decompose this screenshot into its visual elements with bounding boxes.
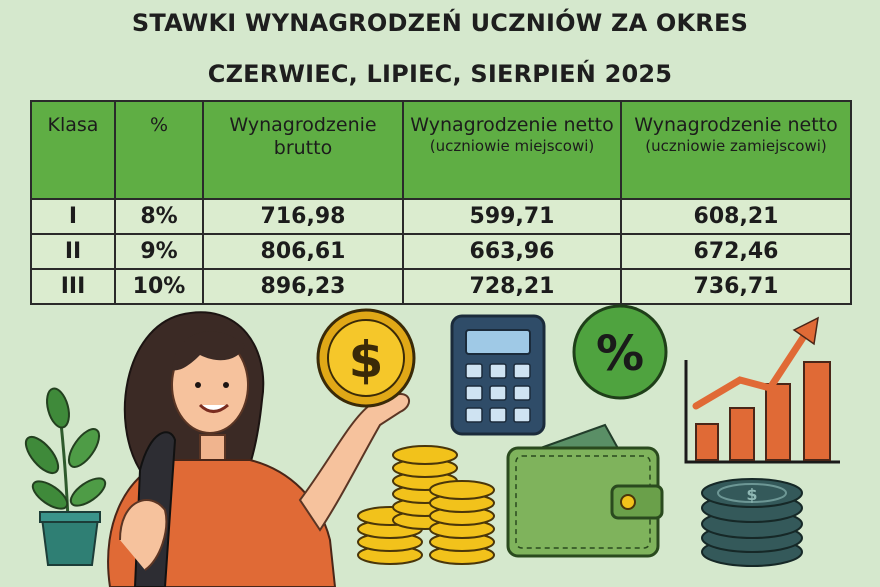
percent-symbol: % bbox=[596, 326, 644, 382]
cell-klasa: II bbox=[30, 233, 116, 270]
dark-coin-symbol: $ bbox=[746, 485, 757, 504]
header-klasa: Klasa bbox=[30, 100, 116, 200]
title-line-1: STAWKI WYNAGRODZEŃ UCZNIÓW ZA OKRES bbox=[131, 9, 749, 37]
finance-illustration: $ % bbox=[24, 304, 840, 587]
header-netto-local-label: Wynagrodzenie netto bbox=[410, 114, 614, 136]
cell-brutto: 716,98 bbox=[202, 198, 404, 235]
coin-stack-icon bbox=[357, 445, 495, 565]
wallet-icon bbox=[506, 423, 664, 558]
cell-percent: 10% bbox=[114, 268, 204, 305]
header-percent: % bbox=[114, 100, 204, 200]
cell-netto-local: 663,96 bbox=[402, 233, 622, 270]
cell-netto-nonlocal: 736,71 bbox=[620, 268, 852, 305]
rates-table: Klasa % Wynagrodzenie brutto Wynagrodzen… bbox=[30, 100, 852, 305]
percent-badge-icon: % bbox=[572, 304, 668, 400]
cell-brutto: 806,61 bbox=[202, 233, 404, 270]
plant-icon bbox=[24, 387, 107, 566]
cell-percent: 9% bbox=[114, 233, 204, 270]
cell-percent: 8% bbox=[114, 198, 204, 235]
header-netto-local: Wynagrodzenie netto (uczniowie miejscowi… bbox=[402, 100, 622, 200]
header-brutto: Wynagrodzenie brutto bbox=[202, 100, 404, 200]
cell-netto-local: 728,21 bbox=[402, 268, 622, 305]
student-icon bbox=[107, 311, 410, 587]
title-line-2: CZERWIEC, LIPIEC, SIERPIEŃ 2025 bbox=[207, 60, 673, 88]
growth-chart-icon bbox=[684, 316, 840, 464]
coin-icon: $ bbox=[316, 308, 416, 408]
table-header-row: Klasa % Wynagrodzenie brutto Wynagrodzen… bbox=[30, 100, 852, 200]
table-row: I 8% 716,98 599,71 608,21 bbox=[30, 198, 852, 235]
table-row: III 10% 896,23 728,21 736,71 bbox=[30, 268, 852, 305]
cell-netto-nonlocal: 672,46 bbox=[620, 233, 852, 270]
header-netto-nonlocal: Wynagrodzenie netto (uczniowie zamiejsco… bbox=[620, 100, 852, 200]
header-netto-nonlocal-sub: (uczniowie zamiejscowi) bbox=[645, 137, 827, 155]
cell-klasa: I bbox=[30, 198, 116, 235]
coin-symbol: $ bbox=[349, 331, 384, 389]
cell-netto-local: 599,71 bbox=[402, 198, 622, 235]
cell-netto-nonlocal: 608,21 bbox=[620, 198, 852, 235]
calculator-icon bbox=[450, 314, 546, 436]
header-netto-nonlocal-label: Wynagrodzenie netto bbox=[634, 114, 838, 136]
cell-klasa: III bbox=[30, 268, 116, 305]
header-brutto-label: Wynagrodzenie brutto bbox=[229, 114, 377, 159]
table-row: II 9% 806,61 663,96 672,46 bbox=[30, 233, 852, 270]
dark-coin-stack-icon: $ bbox=[701, 478, 803, 567]
header-netto-local-sub: (uczniowie miejscowi) bbox=[429, 137, 595, 155]
cell-brutto: 896,23 bbox=[202, 268, 404, 305]
